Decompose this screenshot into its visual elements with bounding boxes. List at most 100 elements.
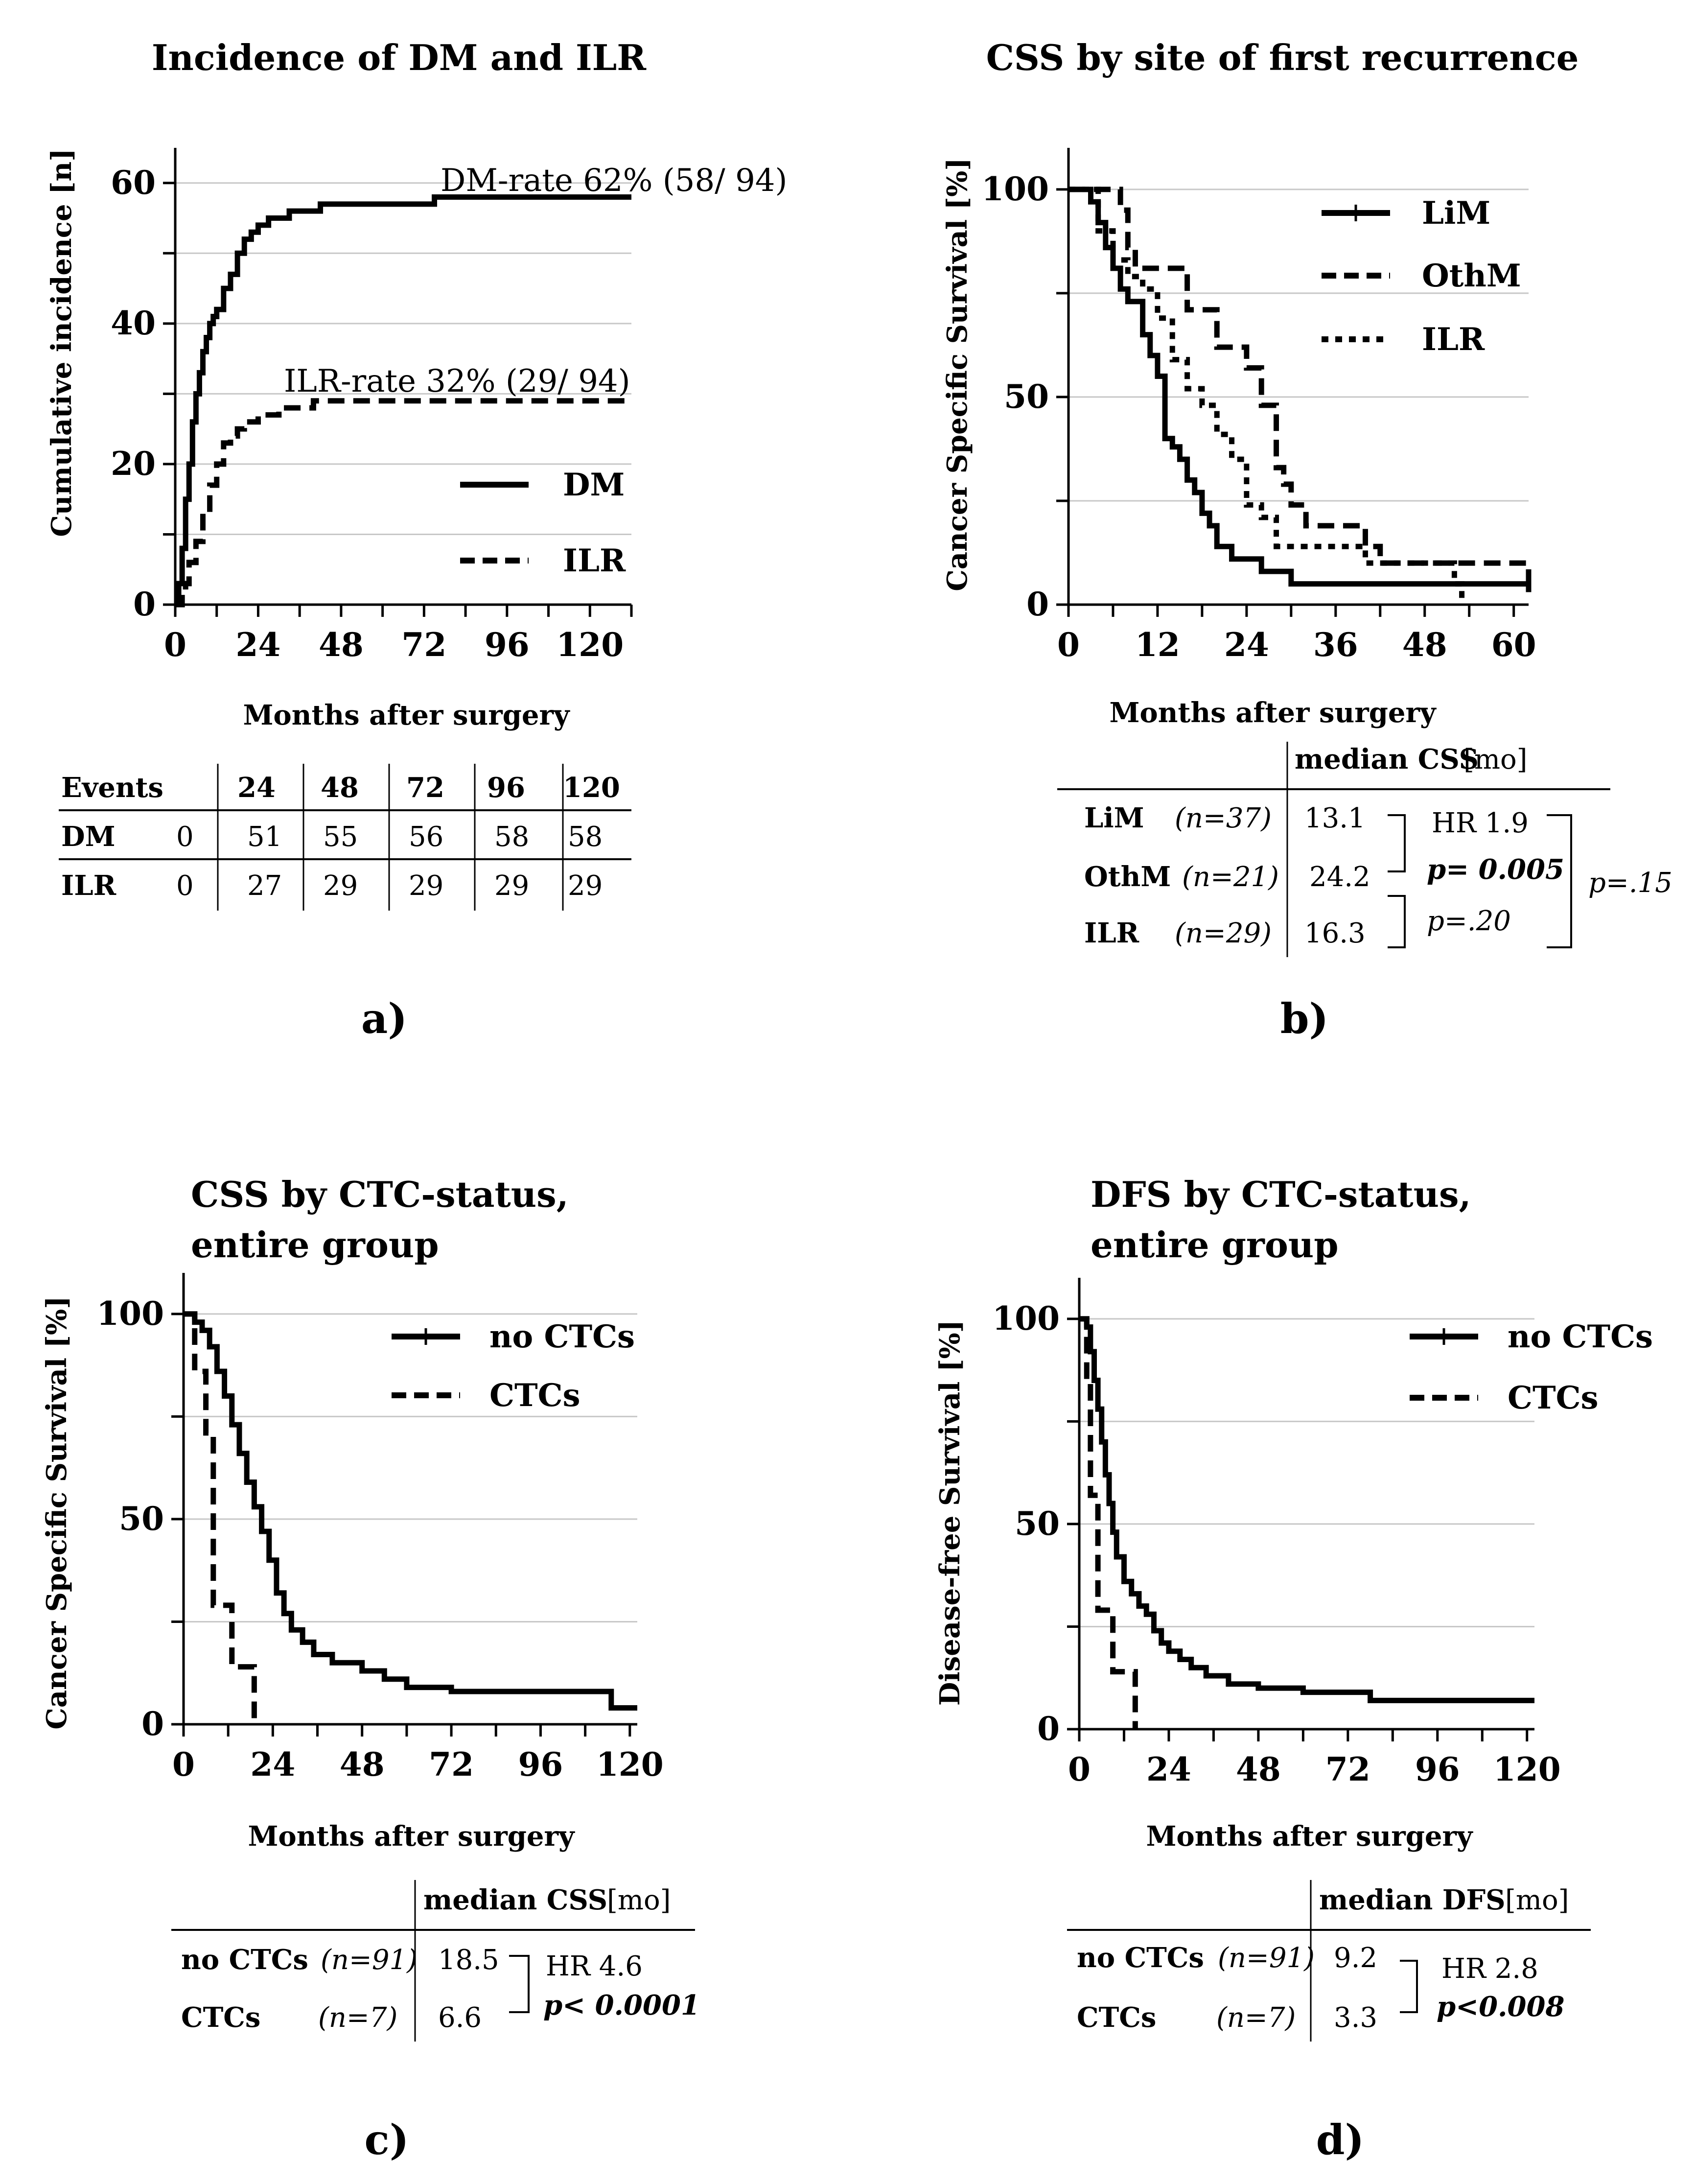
x-tick-label: 120 [556, 626, 624, 664]
events-col-120: 120 [563, 772, 620, 804]
series-ctcs-line [1079, 1316, 1138, 1729]
y-tick-label: 40 [111, 304, 156, 342]
series-othm-line [1068, 187, 1532, 584]
events-dm-48: 55 [323, 821, 358, 853]
panel-d: DFS by CTC-status, entire group 0 50 100 0 2… [934, 1174, 1653, 2164]
events-ilr-72: 29 [409, 870, 443, 902]
legend-dm-label: DM [563, 467, 625, 503]
x-tick-label: 120 [596, 1745, 664, 1784]
table-b-p3: p=.15 [1588, 867, 1672, 899]
panel-a-title: Incidence of DM and ILR [152, 37, 647, 78]
events-col-48: 48 [321, 772, 359, 804]
table-c-ctc: CTCs [181, 2001, 260, 2034]
median-css-table-c: median CSS [mo] no CTCs (n=91) 18.5 CTCs… [171, 1880, 700, 2042]
events-table: Events 24 48 72 96 120 DM 0 51 55 56 58 … [59, 764, 631, 911]
panel-b-title: CSS by site of first recurrence [986, 37, 1579, 78]
table-d-p: p<0.008 [1437, 1991, 1564, 2023]
panel-a-axes: 0 20 40 60 0 24 48 72 96 120 [111, 148, 633, 664]
series-no-ctcs-line [184, 1311, 637, 1711]
table-c-ctc-median: 6.6 [438, 2002, 482, 2034]
events-dm-24: 51 [247, 821, 282, 853]
panel-c: CSS by CTC-status, entire group 0 50 100 0 2… [41, 1174, 700, 2164]
panel-d-xlabel: Months after surgery [1146, 1820, 1473, 1853]
legend-noctc-c-label: no CTCs [489, 1318, 635, 1355]
y-tick-label: 100 [981, 170, 1049, 208]
panel-b-xlabel: Months after surgery [1109, 697, 1437, 729]
panel-d-axes: 0 50 100 0 24 48 72 96 120 [992, 1278, 1561, 1788]
series-no-ctcs-line [1079, 1316, 1534, 1703]
table-b-lim-n: (n=37) [1175, 802, 1272, 834]
table-b-lim-median: 13.1 [1304, 802, 1366, 834]
panel-c-axes: 0 50 100 0 24 48 72 96 120 [96, 1273, 664, 1784]
panel-a-xlabel: Months after surgery [243, 699, 570, 731]
series-lim-line [1068, 187, 1532, 592]
ilr-rate-annotation: ILR-rate 32% (29/ 94) [284, 363, 630, 399]
x-tick-label: 48 [1402, 626, 1447, 664]
x-tick-label: 48 [1236, 1750, 1281, 1788]
table-d-unit: [mo] [1505, 1884, 1569, 1916]
events-ilr-48: 29 [323, 870, 358, 902]
panel-c-title-line1: CSS by CTC-status, [191, 1174, 569, 1215]
panel-b-axes: 0 50 100 0 12 24 36 48 60 [981, 148, 1536, 664]
y-tick-label: 100 [96, 1294, 164, 1333]
table-d-noctc: no CTCs [1077, 1942, 1204, 1974]
table-c-p: p< 0.0001 [543, 1989, 700, 2021]
panel-b-series [1068, 187, 1532, 605]
panel-b-label: b) [1280, 994, 1328, 1043]
y-tick-label: 100 [992, 1299, 1060, 1338]
x-tick-label: 72 [429, 1745, 474, 1784]
bracket-lim-ilr [1547, 814, 1572, 948]
table-c-noctc-median: 18.5 [438, 1944, 499, 1976]
table-b-p2: p=.20 [1427, 905, 1511, 937]
table-c-noctc: no CTCs [181, 1944, 308, 1976]
table-d-hr: HR 2.8 [1441, 1953, 1538, 1985]
x-tick-label: 12 [1135, 626, 1180, 664]
legend-ilr-b-label: ILR [1422, 321, 1485, 358]
table-b-lim: LiM [1084, 802, 1144, 834]
panel-d-title-line1: DFS by CTC-status, [1091, 1174, 1471, 1215]
dm-rate-annotation: DM-rate 62% (58/ 94) [441, 163, 787, 199]
panel-c-title-line2: entire group [191, 1224, 439, 1266]
events-dm-label: DM [61, 821, 116, 853]
events-col-96: 96 [487, 772, 525, 804]
events-dm-120: 58 [568, 821, 603, 853]
table-b-ilr-n: (n=29) [1175, 917, 1272, 949]
median-dfs-table-d: median DFS [mo] no CTCs (n=91) 9.2 CTCs … [1067, 1880, 1591, 2042]
events-dm-0: 0 [176, 821, 194, 853]
panel-d-series [1079, 1316, 1534, 1729]
panel-b-ylabel: Cancer Specific Survival [%] [941, 158, 974, 591]
panel-a: Incidence of DM and ILR 0 20 40 60 0 24 48 72 96… [46, 37, 787, 1043]
x-tick-label: 0 [1057, 626, 1080, 664]
series-ctcs-line [184, 1311, 257, 1724]
events-header: Events [61, 772, 163, 804]
y-tick-label: 0 [133, 585, 156, 623]
median-css-table-b: median CSS [mo] LiM (n=37) 13.1 OthM (n=… [1057, 742, 1672, 957]
series-dm-line [175, 194, 631, 608]
table-c-header: median CSS [423, 1884, 607, 1916]
x-tick-label: 24 [1146, 1750, 1191, 1788]
x-tick-label: 72 [401, 626, 446, 664]
x-tick-label: 60 [1491, 626, 1536, 664]
table-d-noctc-n: (n=91) [1218, 1942, 1315, 1974]
panel-c-series [184, 1311, 637, 1724]
panel-d-gridlines [1079, 1318, 1534, 1627]
panel-c-gridlines [184, 1313, 637, 1622]
events-ilr-label: ILR [61, 869, 116, 902]
panel-d-title-line2: entire group [1091, 1224, 1339, 1266]
events-dm-72: 56 [409, 821, 443, 853]
y-tick-label: 20 [111, 445, 156, 483]
panel-c-xlabel: Months after surgery [248, 1820, 575, 1853]
bracket-lim-othm [1388, 814, 1406, 872]
table-b-header: median CSS [1295, 743, 1479, 775]
x-tick-label: 0 [164, 626, 186, 664]
table-b-ilr-median: 16.3 [1304, 917, 1366, 949]
table-c-hr: HR 4.6 [546, 1950, 643, 1982]
table-d-noctc-median: 9.2 [1334, 1942, 1377, 1974]
panel-a-gridlines [175, 182, 631, 535]
table-b-hr: HR 1.9 [1432, 807, 1529, 839]
legend-lim-label: LiM [1422, 195, 1490, 232]
x-tick-label: 96 [518, 1745, 563, 1784]
y-tick-label: 0 [141, 1705, 164, 1743]
panel-b-gridlines [1068, 188, 1529, 502]
